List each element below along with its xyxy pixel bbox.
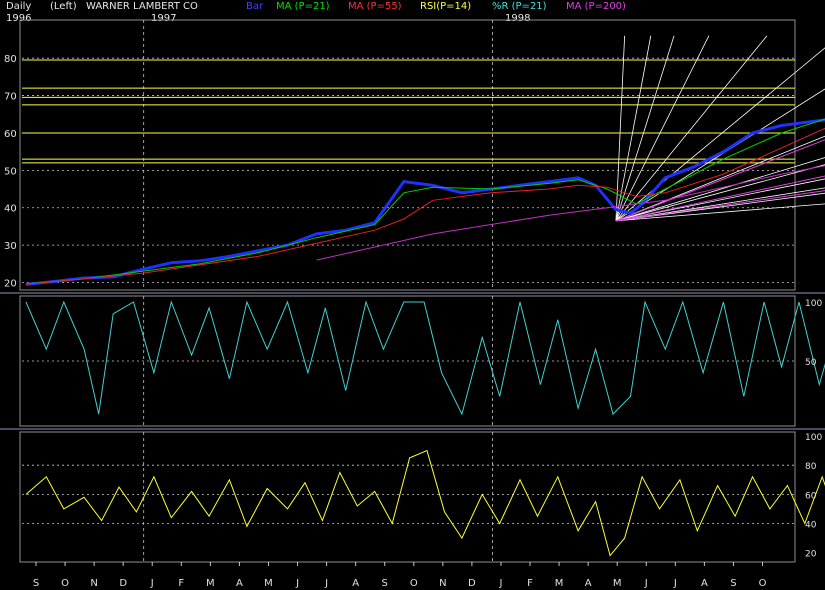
year-label: 1997 [151, 13, 177, 24]
month-label: A [352, 578, 359, 589]
year-label: 1998 [505, 13, 531, 24]
fan-line [615, 175, 825, 222]
month-label: O [61, 578, 69, 589]
ma21-line [25, 118, 825, 285]
month-label: J [498, 578, 502, 589]
month-label: S [33, 578, 39, 589]
month-label: O [759, 578, 767, 589]
williams-r-tick-label: 100 [805, 299, 822, 309]
month-label: D [468, 578, 476, 589]
fan-line [615, 35, 768, 222]
period-label: Daily [6, 1, 32, 12]
price-tick-label: 60 [4, 129, 17, 140]
fan-line [615, 35, 626, 221]
ma200-line [316, 165, 825, 261]
month-label: J [644, 578, 648, 589]
fan-line [615, 35, 652, 221]
month-label: N [90, 578, 97, 589]
panel-frames [0, 19, 825, 563]
legend-ma200: MA (P=200) [566, 1, 626, 12]
price-tick-label: 70 [4, 92, 17, 103]
price-tick-label: 40 [4, 204, 17, 215]
legend-williams-r: %R (P=21) [492, 1, 547, 12]
rsi-panel: 100 80 60 40 20 [22, 433, 825, 560]
rsi-tick-label: 20 [805, 550, 817, 560]
month-label: S [382, 578, 388, 589]
legend-bar: Bar [246, 1, 264, 12]
price-tick-label: 50 [4, 166, 17, 177]
fan-line [615, 164, 825, 222]
month-label: M [206, 578, 215, 589]
ma55-line [25, 127, 825, 285]
month-label: S [730, 578, 736, 589]
month-label: O [410, 578, 418, 589]
horizontal-levels [22, 59, 795, 164]
williams-r-tick-label: 50 [805, 358, 817, 368]
month-label: M [555, 578, 564, 589]
fan-line [615, 35, 710, 222]
price-series [25, 118, 825, 286]
speed-fan-lines [615, 35, 825, 222]
legend-ma21: MA (P=21) [276, 1, 330, 12]
month-label: F [527, 578, 533, 589]
fan-line [615, 192, 825, 222]
panel-frame [19, 431, 796, 563]
month-label: J [295, 578, 299, 589]
fan-line [615, 35, 675, 221]
fan-line [615, 135, 825, 222]
fan-line [615, 190, 825, 222]
fan-line [615, 178, 825, 222]
legend-rsi: RSI(P=14) [420, 1, 472, 12]
panel-frame [19, 19, 796, 291]
price-tick-label: 20 [4, 279, 17, 290]
fan-line [615, 88, 825, 222]
year-label: 1996 [6, 13, 32, 24]
rsi-tick-label: 100 [805, 433, 822, 443]
fan-line [615, 139, 825, 222]
panel-frame [19, 295, 796, 427]
month-label: A [236, 578, 243, 589]
month-label: D [119, 578, 127, 589]
month-label: M [264, 578, 273, 589]
fan-line [615, 187, 825, 222]
rsi-line [25, 449, 825, 557]
company-label: WARNER LAMBERT CO [86, 1, 198, 12]
price-axis: 20 30 40 50 60 70 80 [4, 54, 17, 289]
price-tick-label: 30 [4, 241, 17, 252]
month-label: J [324, 578, 328, 589]
williams-r-panel: 100 50 [22, 299, 825, 416]
month-label: A [585, 578, 592, 589]
month-label: M [613, 578, 622, 589]
month-label: A [701, 578, 708, 589]
month-label: J [673, 578, 677, 589]
price-bars [25, 118, 825, 286]
month-label: F [178, 578, 184, 589]
williams-r-line [25, 300, 825, 416]
fan-line [615, 203, 825, 222]
rsi-tick-label: 80 [805, 462, 817, 472]
price-tick-label: 80 [4, 54, 17, 65]
legend-ma55: MA (P=55) [348, 1, 402, 12]
rsi-tick-label: 40 [805, 521, 817, 531]
rsi-tick-label: 60 [805, 491, 817, 501]
month-label: J [150, 578, 154, 589]
month-label: N [439, 578, 446, 589]
scale-label: (Left) [50, 1, 77, 12]
fan-line [615, 157, 825, 222]
